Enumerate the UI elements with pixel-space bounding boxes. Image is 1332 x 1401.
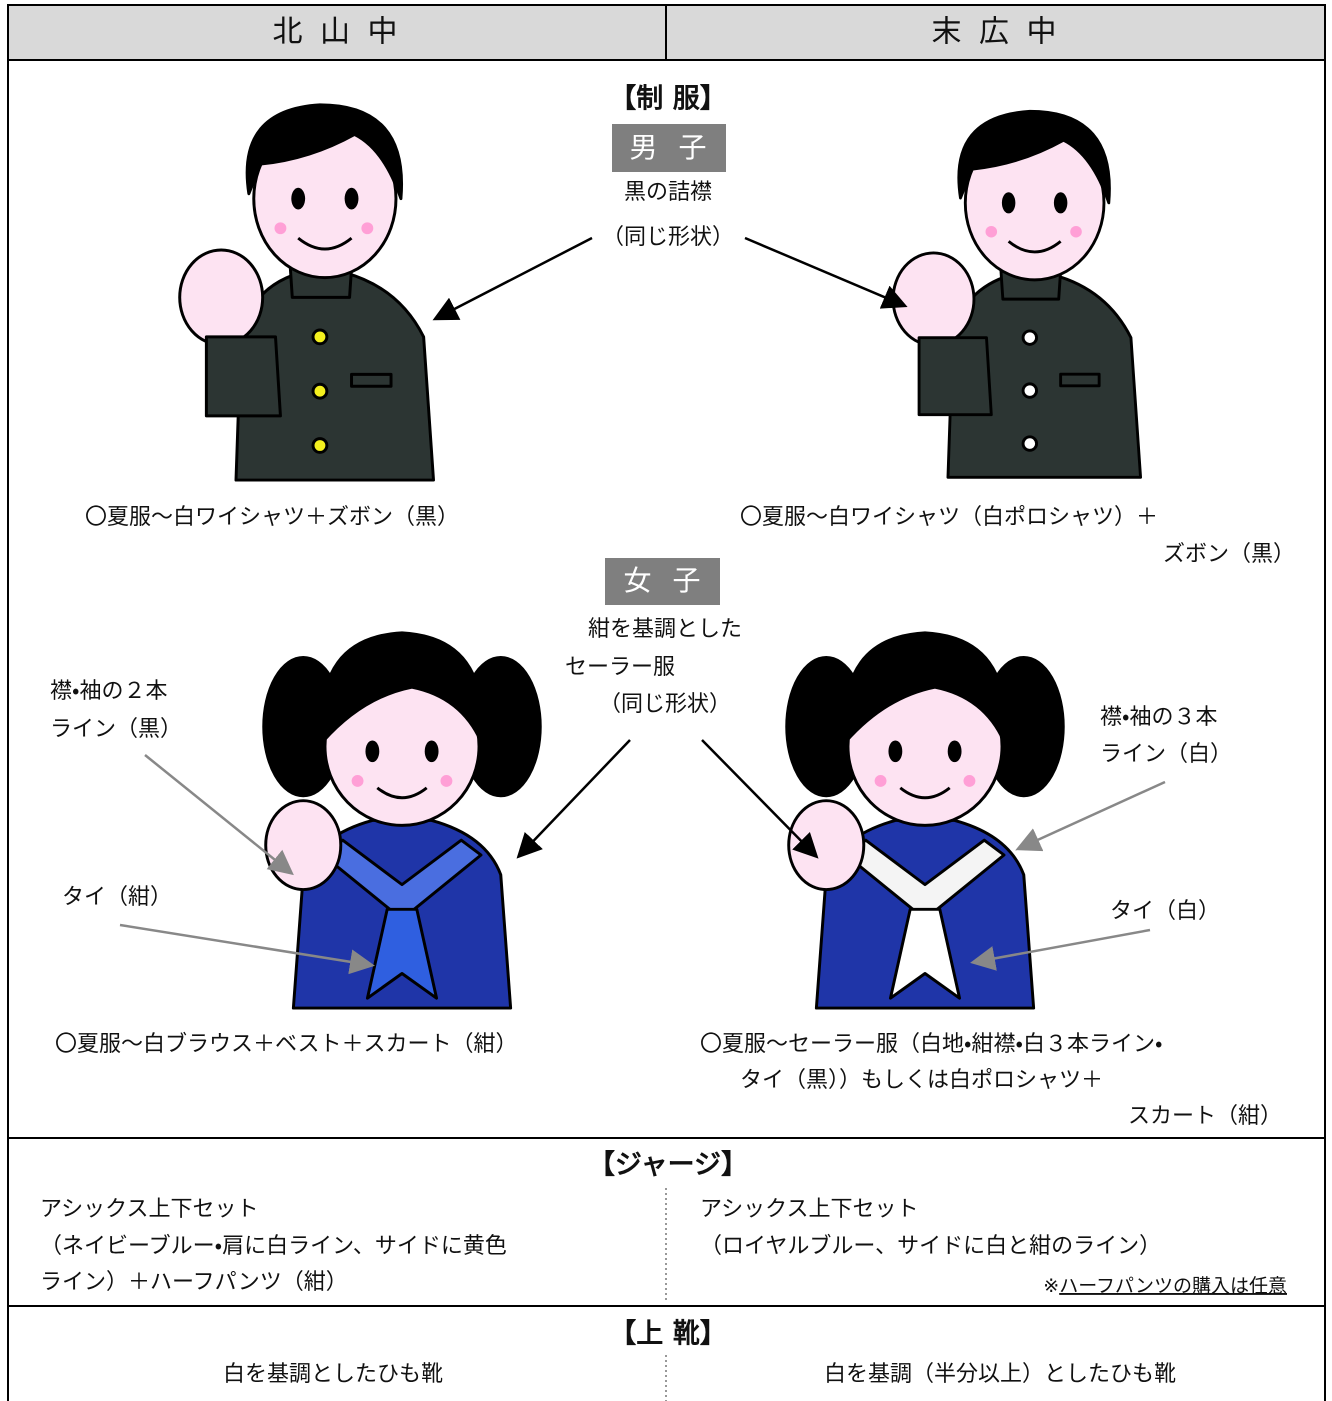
header-left: 北 山 中 — [272, 15, 401, 50]
common-text: （同じ形状） — [602, 225, 734, 250]
section-title: 【ジャージ】 — [588, 1150, 748, 1181]
pointer — [970, 928, 1151, 971]
annotation: 襟・袖の２本 — [50, 679, 167, 704]
summer-text: スカート（紺） — [1128, 1104, 1282, 1129]
girl-illustration — [785, 631, 1065, 1010]
annotation: ライン（黒） — [50, 717, 182, 742]
annotation: 襟・袖の３本 — [1100, 705, 1217, 730]
jersey-text: アシックス上下セット — [40, 1197, 258, 1222]
arrow — [516, 739, 631, 859]
common-text: （同じ形状） — [599, 692, 731, 717]
summer-text: 〇夏服～セーラー服（白地・紺襟・白３本ライン・ — [700, 1032, 1162, 1057]
pointer — [119, 923, 375, 975]
label: 女 子 — [624, 564, 707, 597]
annotation: タイ（白） — [1110, 899, 1220, 924]
boy-illustration — [891, 109, 1143, 479]
label-box — [612, 124, 726, 172]
jersey-text: アシックス上下セット — [700, 1197, 918, 1222]
pointer — [144, 754, 294, 876]
girl-illustration — [262, 631, 542, 1010]
summer-text: 〇夏服～白ワイシャツ（白ポロシャツ）＋ — [740, 505, 1158, 530]
jersey-text: （ネイビーブルー・肩に白ライン、サイドに黄色 — [40, 1234, 507, 1259]
common-text: 紺を基調とした — [588, 617, 742, 642]
header-right: 末 広 中 — [931, 15, 1060, 50]
label: 男 子 — [630, 131, 713, 164]
annotation: ライン（白） — [1100, 742, 1232, 767]
arrow — [432, 236, 593, 321]
boy-illustration — [178, 103, 435, 482]
jersey-text: ライン）＋ハーフパンツ（紺） — [40, 1270, 348, 1295]
summer-text: ズボン（黒） — [1163, 542, 1295, 567]
annotation: タイ（紺） — [62, 885, 172, 910]
common-text: セーラー服 — [565, 655, 675, 680]
jersey-text: （ロイヤルブルー、サイドに白と紺のライン） — [700, 1234, 1161, 1259]
note-text: ハーフパンツの購入は任意 — [1059, 1275, 1287, 1297]
pointer — [1015, 780, 1166, 852]
arrow — [744, 236, 908, 309]
label-box — [605, 558, 720, 605]
shoes-text: 白を基調（半分以上）としたひも靴 — [824, 1362, 1176, 1387]
summer-text: タイ（黒））もしくは白ポロシャツ＋ — [740, 1068, 1103, 1093]
shoes-text: 白を基調としたひも靴 — [223, 1362, 443, 1387]
section-title: 【制 服】 — [609, 84, 726, 115]
note: ※ハーフパンツの購入は任意 — [1043, 1275, 1287, 1297]
summer-text: 〇夏服～白ブラウス＋ベスト＋スカート（紺） — [55, 1032, 517, 1057]
summer-text: 〇夏服～白ワイシャツ＋ズボン（黒） — [85, 505, 459, 530]
common-text: 黒の詰襟 — [624, 180, 712, 205]
note-mark: ※ — [1043, 1275, 1059, 1297]
section-title: 【上 靴】 — [609, 1319, 726, 1350]
arrow — [701, 739, 819, 859]
